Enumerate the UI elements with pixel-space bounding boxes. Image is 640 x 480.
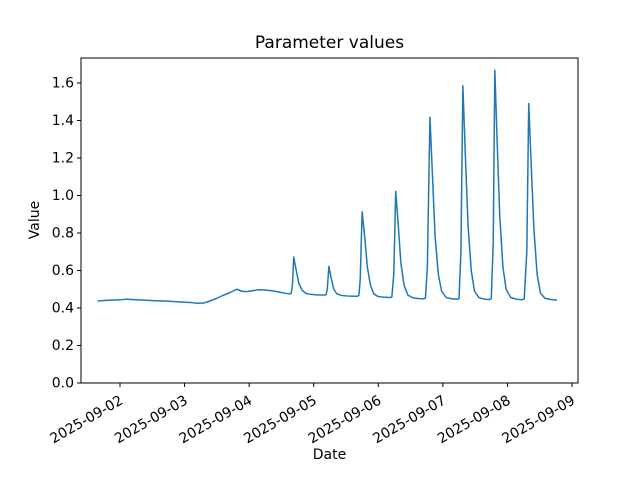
y-tick-label: 1.4: [52, 113, 74, 129]
axes-spines: [80, 57, 579, 384]
y-tick-label: 1.0: [52, 188, 74, 204]
x-axis-label: Date: [312, 447, 347, 463]
y-tick-label: 0.8: [52, 225, 74, 241]
x-tick-label: 2025-09-09: [500, 393, 578, 448]
x-tick-label: 2025-09-03: [112, 393, 190, 448]
x-tick-label: 2025-09-02: [48, 393, 126, 448]
y-tick-label: 0.4: [52, 300, 74, 316]
chart-title: Parameter values: [254, 33, 405, 53]
y-tick-label: 1.6: [52, 75, 74, 91]
data-line: [97, 69, 558, 305]
y-tick-label: 0.0: [52, 376, 74, 392]
x-tick-label: 2025-09-08: [435, 393, 513, 448]
x-tick-label: 2025-09-07: [370, 393, 448, 448]
y-axis-label: Value: [27, 200, 43, 240]
y-tick-label: 0.2: [52, 338, 74, 354]
y-tick-label: 1.2: [52, 150, 74, 166]
y-tick-label: 0.6: [52, 263, 74, 279]
x-tick-label: 2025-09-05: [241, 393, 319, 448]
